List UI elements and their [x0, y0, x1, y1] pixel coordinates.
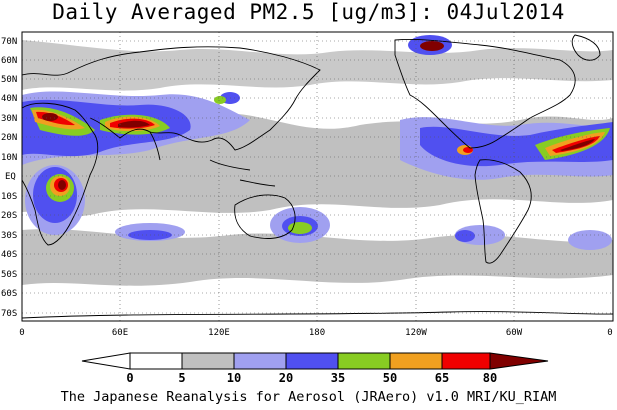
lat-tick: 70S [1, 309, 17, 319]
lat-tick: 60S [1, 289, 17, 299]
lon-tick: 0 [19, 328, 24, 338]
lat-tick: 10N [1, 153, 17, 163]
lon-tick: 120W [405, 328, 427, 338]
colorbar-swatch [233, 352, 287, 370]
colorbar: 0 5 10 20 35 50 65 80 [81, 352, 549, 385]
colorbar-swatch [181, 352, 235, 370]
colorbar-tick: 50 [383, 371, 397, 385]
lat-tick: EQ [5, 172, 16, 182]
colorbar-tick: 80 [483, 371, 497, 385]
lon-tick: 0 [607, 328, 612, 338]
colorbar-lower-arrow [81, 352, 131, 370]
lat-tick: 40N [1, 94, 17, 104]
lat-axis: 70N 60N 50N 40N 30N 20N 10N EQ 10S 20S 3… [1, 37, 17, 319]
colorbar-tick: 5 [178, 371, 185, 385]
colorbar-tick: 35 [331, 371, 345, 385]
lon-axis: 0 60E 120E 180 120W 60W 0 [19, 328, 612, 338]
lat-tick: 40S [1, 250, 17, 260]
lat-tick: 50S [1, 270, 17, 280]
colorbar-tick: 65 [435, 371, 449, 385]
lat-tick: 20N [1, 133, 17, 143]
graticule [22, 32, 613, 321]
colorbar-tick: 20 [279, 371, 293, 385]
lon-tick: 60E [112, 328, 128, 338]
lon-tick: 120E [208, 328, 230, 338]
lat-tick: 10S [1, 192, 17, 202]
colorbar-swatch [389, 352, 443, 370]
lat-tick: 50N [1, 75, 17, 85]
colorbar-swatch [337, 352, 391, 370]
lon-tick: 60W [506, 328, 523, 338]
map-title: Daily Averaged PM2.5 [ug/m3]: 04Jul2014 [52, 0, 565, 24]
map-frame [21, 31, 614, 322]
footer-credit: The Japanese Reanalysis for Aerosol (JRA… [60, 389, 557, 405]
coastlines [22, 34, 613, 319]
lat-tick: 30S [1, 231, 17, 241]
colorbar-upper-arrow [489, 352, 549, 370]
colorbar-swatch [129, 352, 183, 370]
lat-tick: 20S [1, 211, 17, 221]
pm25-fields [22, 32, 613, 321]
colorbar-swatch [441, 352, 491, 370]
colorbar-swatch [285, 352, 339, 370]
lon-tick: 180 [309, 328, 325, 338]
lat-tick: 30N [1, 114, 17, 124]
lat-tick: 70N [1, 37, 17, 47]
lat-tick: 60N [1, 56, 17, 66]
colorbar-tick: 0 [126, 371, 133, 385]
colorbar-tick: 10 [227, 371, 241, 385]
